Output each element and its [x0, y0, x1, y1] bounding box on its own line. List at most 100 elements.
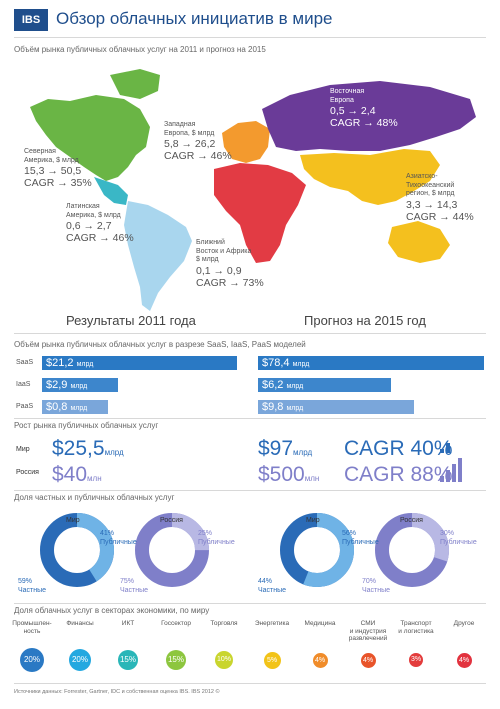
bar-unit: млрд	[70, 405, 88, 412]
growth-russia-label: Россия	[16, 469, 39, 476]
forecast-2015-title: Прогноз на 2015 год	[304, 313, 426, 328]
region-north-america: Северная Америка, $ млрд 15,3 → 50,5 CAGR …	[24, 148, 92, 189]
sector-circle: 4%	[312, 652, 328, 668]
model-label: PaaS	[16, 403, 34, 410]
north-america-shape	[30, 95, 150, 181]
growth-subtitle: Рост рынка публичных облачных услуг	[14, 421, 159, 430]
region-asia-pacific: Азиатско- Тихоокеанский регион, $ млрд 3,3…	[406, 173, 474, 223]
donut-world-title: Мир	[306, 517, 320, 524]
region-eastern-europe: Восточная Европа 0,5 → 2,4 CAGR → 48%	[330, 88, 398, 129]
map-subtitle: Объём рынка публичных облачных услуг на …	[14, 45, 266, 54]
bar-unit: млрд	[292, 361, 310, 368]
donut-2011-russia	[135, 513, 209, 587]
model-label: IaaS	[16, 381, 31, 388]
public-share-arc	[40, 513, 114, 587]
bar-2011-value: $21,2	[46, 357, 74, 369]
donut-russia-title: Россия	[400, 517, 423, 524]
share-pct: 59%	[18, 578, 33, 585]
sector-name: СМИ и индустрия развлечений	[348, 620, 388, 642]
russia-2015-public-pct: 30%	[440, 530, 454, 539]
public-share-arc	[375, 513, 449, 587]
sector-circle: 4%	[360, 652, 376, 668]
donut-2011-world	[40, 513, 114, 587]
world-2015-private-pct: 44%	[258, 578, 272, 587]
world-map	[30, 69, 476, 311]
share-pct: 30%	[440, 530, 455, 537]
bar-2011-value: $0,8	[46, 401, 68, 413]
sector-circle: 3%	[409, 653, 423, 667]
western-europe-shape	[222, 121, 270, 163]
bar-2015-value: $78,4	[262, 357, 290, 369]
sector-circle: 20%	[20, 648, 44, 672]
bar-2015: $9,8 млрд	[258, 400, 414, 414]
world-2015-public-pct: 56%	[342, 530, 356, 539]
public-label: Публичные	[198, 539, 235, 546]
share-pct: 56%	[342, 530, 357, 537]
share-pct: 75%	[120, 578, 135, 585]
results-2011-title: Результаты 2011 года	[66, 313, 196, 328]
bar-2011: $0,8 млрд	[42, 400, 108, 414]
private-label: Частные	[120, 587, 149, 594]
world-2011-private-pct: 59%	[18, 578, 32, 587]
public-label: Публичные	[342, 539, 379, 546]
growth-world-label: Мир	[16, 446, 30, 453]
sector-name: Финансы	[66, 620, 94, 627]
divider	[14, 603, 486, 604]
central-america-shape	[94, 177, 128, 205]
world-2011-value: $25,5млрд	[52, 437, 124, 460]
divider	[14, 683, 486, 684]
private-label: Частные	[362, 587, 391, 594]
bar-2015-value: $6,2	[262, 379, 284, 391]
public-label: Публичные	[100, 539, 137, 546]
russia-2015-private-pct: 70%	[362, 578, 376, 587]
donut-russia-title: Россия	[160, 517, 183, 524]
bar-unit: млрд	[286, 405, 304, 412]
sector-circle: 5%	[263, 651, 281, 669]
sector-circle: 10%	[215, 651, 233, 669]
share-subtitle: Доля частных и публичных облачных услуг	[14, 493, 175, 502]
donut-2015-world	[280, 513, 354, 587]
russia-2011-public-pct: 25%	[198, 530, 212, 539]
sector-name: Торговля	[210, 620, 238, 627]
sector-circle: 20%	[69, 649, 91, 671]
bar-2011: $2,9 млрд	[42, 378, 118, 392]
bar-2015: $78,4 млрд	[258, 356, 484, 370]
russia-growth-bars-icon	[440, 458, 462, 482]
share-pct: 41%	[100, 530, 115, 537]
bar-2011: $21,2 млрд	[42, 356, 237, 370]
models-subtitle: Объём рынка публичных облачных услуг в р…	[14, 340, 306, 349]
bar-unit: млрд	[70, 383, 88, 390]
russia-2011-value: $40млн	[52, 463, 102, 486]
eastern-europe-shape	[262, 81, 476, 151]
private-label: Частные	[258, 587, 287, 594]
share-pct: 70%	[362, 578, 377, 585]
divider	[14, 490, 486, 491]
private-label: Частные	[18, 587, 47, 594]
sector-name: ИКТ	[121, 620, 135, 627]
world-cagr: CAGR 40%	[344, 437, 453, 460]
sectors-subtitle: Доля облачных услуг в секторах экономики…	[14, 606, 210, 615]
sector-circle: 15%	[118, 650, 138, 670]
bar-unit: млрд	[286, 383, 304, 390]
public-label: Публичные	[440, 539, 477, 546]
bar-2015: $6,2 млрд	[258, 378, 391, 392]
region-latin-america: Латинская Америка, $ млрд 0,6 → 2,7 CAGR →…	[66, 203, 134, 244]
bar-2011-value: $2,9	[46, 379, 68, 391]
share-pct: 25%	[198, 530, 213, 537]
divider	[14, 333, 486, 334]
public-share-arc	[280, 513, 354, 587]
sector-circle: 4%	[456, 652, 472, 668]
share-pct: 44%	[258, 578, 273, 585]
greenland-shape	[110, 69, 160, 99]
bar-unit: млрд	[76, 361, 94, 368]
region-middle-east-africa: Ближний Восток и Африка $ млрд 0,1 → 0,9 CA…	[196, 239, 264, 289]
sector-name: Госсектор	[161, 620, 191, 627]
region-western-europe: Западная Европа, $ млрд 5,8 → 26,2 CAGR → …	[164, 121, 232, 162]
sector-name: Другое	[453, 620, 475, 627]
russia-cagr: CAGR 88%	[344, 463, 453, 486]
world-2015-value: $97млрд	[258, 437, 313, 460]
footer-sources: Источники данных: Forrester, Gartner, ID…	[14, 689, 220, 695]
model-label: SaaS	[16, 359, 34, 366]
world-2011-public-pct: 41%	[100, 530, 114, 539]
bar-2015-value: $9,8	[262, 401, 284, 413]
